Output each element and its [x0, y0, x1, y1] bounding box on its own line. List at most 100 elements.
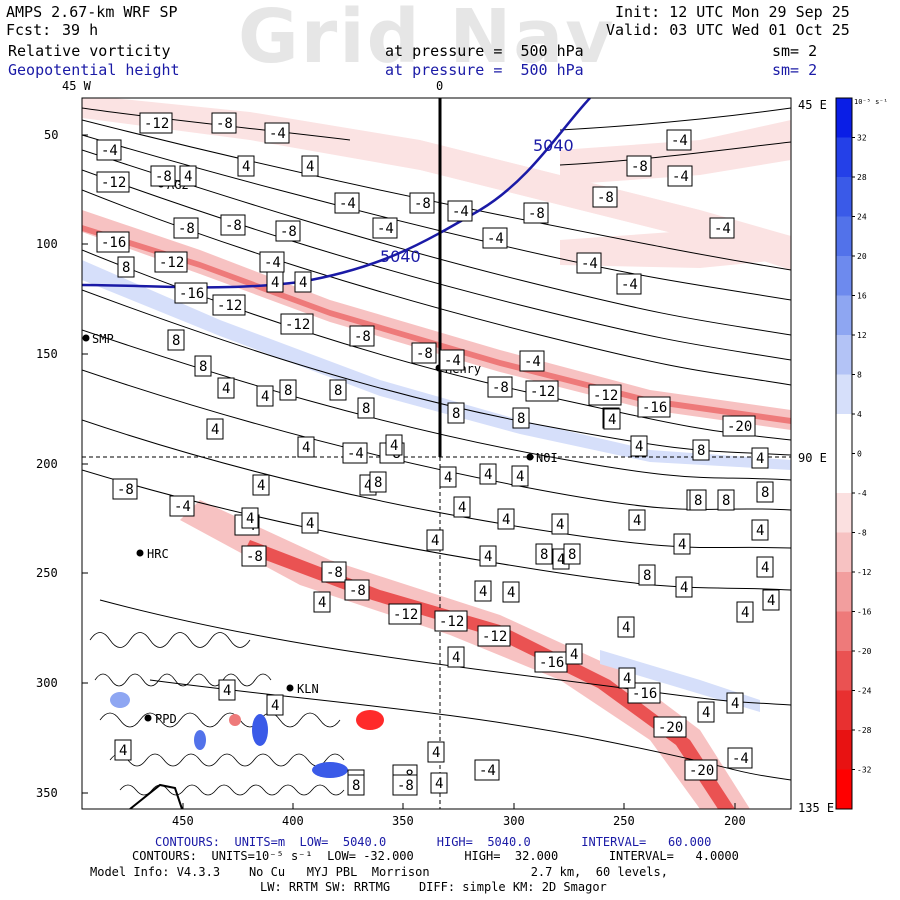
- colorbar-swatch: [836, 532, 852, 573]
- contour-label-box-minus12: [388, 603, 422, 625]
- colorbar-label: 4: [857, 410, 862, 419]
- contour-label-plus8: 8: [643, 568, 651, 584]
- contour-label-box-plus4: [479, 463, 497, 485]
- contour-label-minus16: -16: [101, 235, 126, 251]
- contour-label-box-minus4: [576, 252, 602, 274]
- contour-label-minus8: -8: [492, 380, 509, 396]
- colorbar-swatch: [836, 216, 852, 257]
- station-noi: NOI: [536, 451, 558, 465]
- contour-label-plus4: 4: [570, 647, 578, 663]
- contour-label-minus12: -12: [101, 175, 126, 191]
- contour-label-plus4: 4: [431, 533, 439, 549]
- contour-label-minus12: -12: [439, 614, 464, 630]
- contour-label-box-minus8: [523, 202, 549, 224]
- axis-top-mid: 0: [436, 79, 444, 93]
- contour-label-plus8: 8: [352, 778, 360, 794]
- vorticity-contour-labels: -4-4-4-4-4-4-4-4-4-4-4-4-4-4-4-4-4-4-4-8…: [96, 112, 780, 796]
- contour-label-box-plus4: [252, 474, 270, 496]
- model-info: Model Info: V4.3.3 No Cu MYJ PBL Morriso…: [90, 865, 668, 879]
- contour-label-box-plus8: [167, 329, 185, 351]
- colorbar-swatch: [836, 137, 852, 178]
- contour-label-box-plus8: [638, 564, 656, 586]
- contour-label-box-plus4: [756, 556, 774, 578]
- contour-label-minus8: -8: [354, 329, 371, 345]
- contour-label-box-plus4: [603, 408, 621, 430]
- contour-label-box-plus8: [717, 489, 735, 511]
- contour-label-box-plus4: [751, 519, 769, 541]
- colorbar-label: -12: [857, 568, 872, 577]
- axis-right-top: 45 E: [798, 98, 827, 112]
- y-tick-100: 100: [36, 237, 58, 251]
- y-tick-200: 200: [36, 457, 58, 471]
- contour-label-minus8: -8: [528, 206, 545, 222]
- contour-label-plus4: 4: [756, 451, 764, 467]
- contour-label-box-minus4: [667, 165, 693, 187]
- y-tick-350: 350: [36, 786, 58, 800]
- contour-label-minus20: -20: [658, 720, 683, 736]
- contour-info-vorticity: CONTOURS: UNITS=10⁻⁵ s⁻¹ LOW= -32.000 HI…: [132, 849, 739, 863]
- contour-label-box-minus16: [96, 231, 130, 253]
- x-tick-350: 350: [392, 814, 414, 828]
- colorbar-swatch: [836, 177, 852, 217]
- contour-label-box-plus8: [329, 379, 347, 401]
- contour-label-minus8: -8: [326, 565, 343, 581]
- contour-label-minus8: -8: [225, 218, 242, 234]
- contour-label-plus4: 4: [271, 698, 279, 714]
- contour-label-box-plus4: [297, 436, 315, 458]
- contour-label-minus4: -4: [444, 353, 461, 369]
- contour-label-box-minus8: [220, 214, 246, 236]
- contour-label-minus4: -4: [732, 751, 749, 767]
- contour-label-box-plus8: [357, 397, 375, 419]
- contour-label-plus4: 4: [435, 776, 443, 792]
- contour-label-box-minus8: [487, 376, 513, 398]
- contour-label-plus4: 4: [184, 169, 192, 185]
- colorbar-swatch: [836, 256, 852, 296]
- contour-label-box-minus4: [447, 200, 473, 222]
- contour-label-plus8: 8: [122, 260, 130, 276]
- colorbar-swatch: [836, 493, 852, 533]
- contour-label-minus4: -4: [479, 763, 496, 779]
- axis-right-bottom: 135 E: [798, 801, 835, 815]
- contour-label-minus12: -12: [144, 116, 169, 132]
- contour-label-minus16: -16: [179, 286, 204, 302]
- terrain-blobs: [110, 692, 384, 778]
- contour-label-box-minus4: [474, 759, 500, 781]
- forecast-label: Fcst:: [6, 21, 52, 39]
- contour-label-plus4: 4: [432, 745, 440, 761]
- contour-label-box-plus4: [511, 465, 529, 487]
- contour-label-box-minus12: [96, 171, 130, 193]
- contour-label-box-plus4: [502, 581, 520, 603]
- contour-label-box-plus4: [479, 545, 497, 567]
- contour-label-box-minus16: [627, 682, 661, 704]
- colorbar-swatch: [836, 335, 852, 375]
- contour-label-box-plus8: [369, 471, 387, 493]
- contour-label-box-plus4: [630, 435, 648, 457]
- colorbar-label: -16: [857, 608, 872, 617]
- contour-label-plus8: 8: [722, 493, 730, 509]
- contour-label-box-plus4: [427, 741, 445, 763]
- pos-vort-patch-se: [600, 650, 760, 712]
- station-ppd: PPD: [155, 712, 177, 726]
- contour-label-plus4: 4: [261, 389, 269, 405]
- contour-label-box-plus8: [512, 407, 530, 429]
- contour-label-plus4: 4: [306, 516, 314, 532]
- contour-label-plus4: 4: [479, 584, 487, 600]
- colorbar-label: -24: [857, 687, 872, 696]
- contour-label-box-minus8: [275, 220, 301, 242]
- contour-label-minus8: -8: [117, 482, 134, 498]
- contour-label-plus4: 4: [390, 438, 398, 454]
- contour-label-minus12: -12: [593, 388, 618, 404]
- colorbar-swatch: [836, 611, 852, 652]
- model-info-physics: LW: RRTM SW: RRTMG DIFF: simple KM: 2D S…: [260, 880, 607, 894]
- colorbar-label: -32: [857, 766, 872, 775]
- contour-label-minus8: -8: [155, 169, 172, 185]
- contour-label-minus16: -16: [632, 686, 657, 702]
- contour-label-box-plus4: [618, 667, 636, 689]
- contour-label-plus4: 4: [484, 467, 492, 483]
- colorbar-swatch: [836, 295, 852, 336]
- contour-label-minus8: -8: [349, 583, 366, 599]
- contour-label-box-minus4: [727, 747, 753, 769]
- contour-label-box-plus4: [385, 434, 403, 456]
- contour-label-box-minus4: [372, 217, 398, 239]
